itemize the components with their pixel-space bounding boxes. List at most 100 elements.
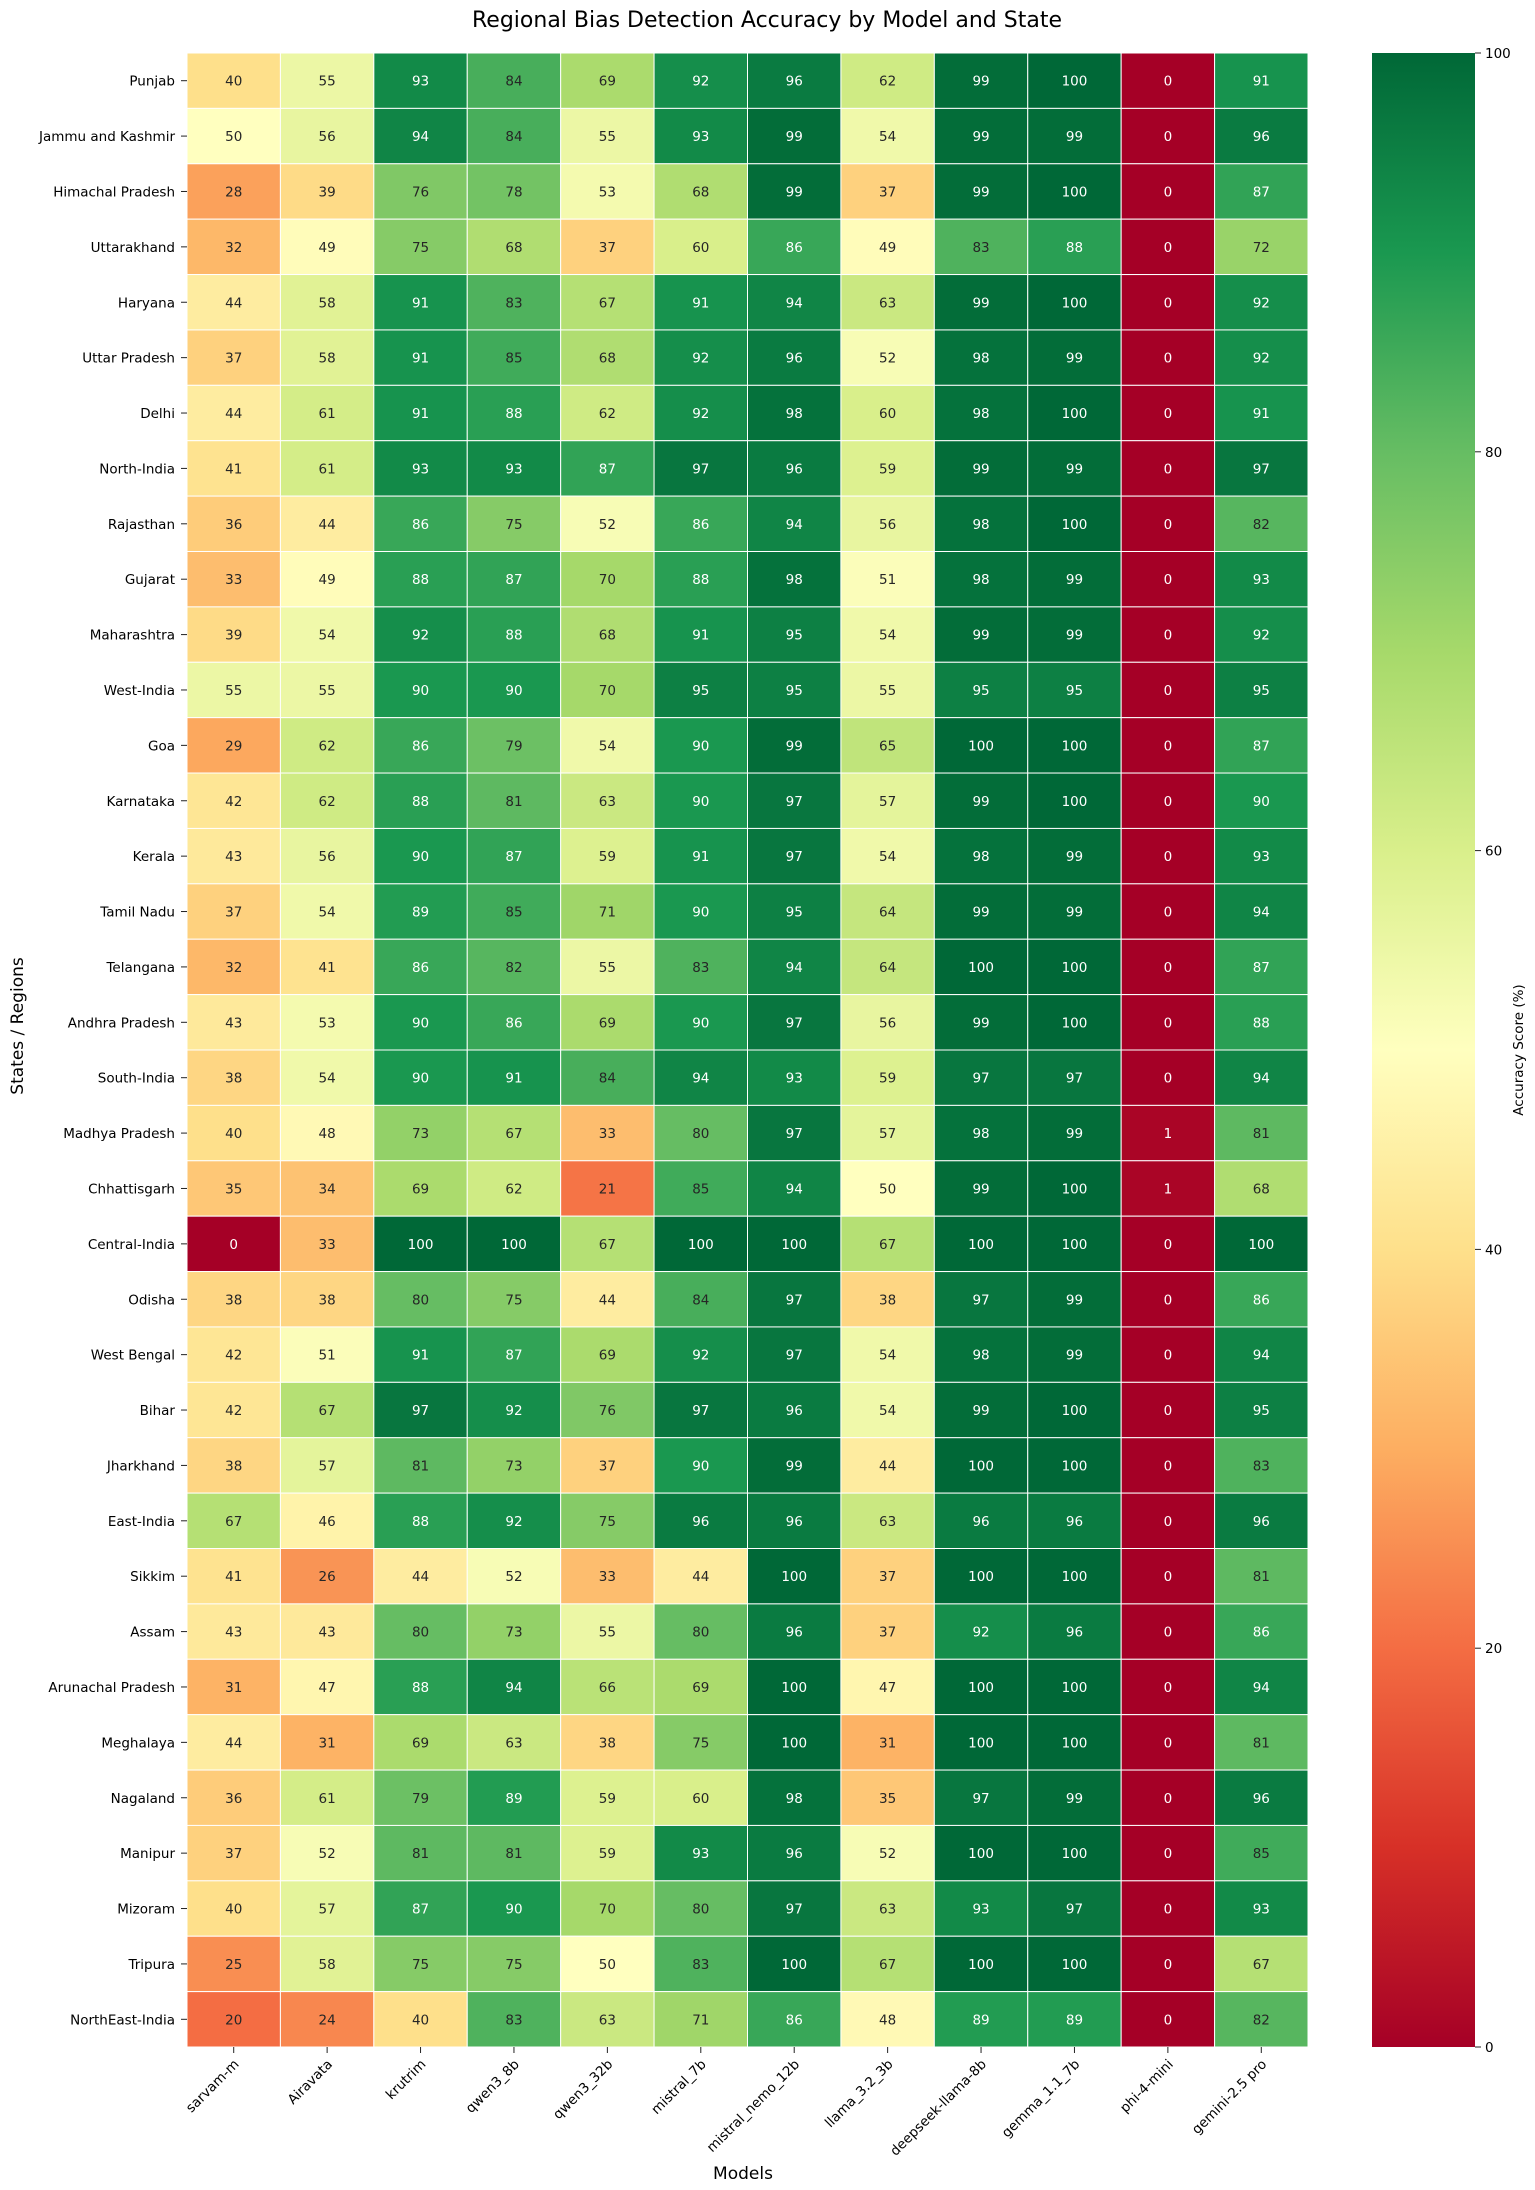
cell-value-label: 94: [786, 517, 803, 533]
heatmap-cell: [933, 994, 1029, 1051]
cell-value-label: 44: [879, 1458, 896, 1474]
heatmap-cell: [747, 661, 842, 719]
cell-value-label: 93: [972, 1902, 989, 1918]
cell-value-label: 90: [692, 738, 709, 754]
cell-value-label: 37: [879, 184, 896, 200]
cell-value-label: 99: [786, 738, 803, 754]
cell-value-label: 93: [692, 129, 709, 145]
heatmap-cell: [1120, 1548, 1216, 1605]
cell-value-label: 98: [972, 351, 989, 367]
heatmap-cell: [186, 52, 281, 109]
cell-value-label: 63: [599, 794, 616, 810]
heatmap-cell: [186, 440, 281, 497]
heatmap-cell: [933, 495, 1029, 553]
colorbar-tick-label: 20: [1485, 1641, 1502, 1657]
heatmap-cell: [1214, 1215, 1309, 1273]
cell-value-label: 91: [412, 295, 429, 311]
cell-value-label: 61: [319, 461, 336, 477]
heatmap-cell: [186, 1658, 281, 1716]
cell-value-label: 83: [1253, 1458, 1270, 1474]
heatmap-cell: [1027, 1935, 1122, 1993]
row-label: Karnataka: [107, 794, 175, 810]
heatmap-cell: [653, 495, 748, 553]
heatmap-cell: [1120, 1492, 1216, 1549]
heatmap-cell: [279, 661, 375, 719]
cell-value-label: 92: [692, 74, 709, 90]
row-label: Jammu and Kashmir: [38, 129, 175, 145]
heatmap-cell: [466, 1548, 562, 1605]
heatmap-cell: [1214, 1935, 1309, 1993]
heatmap-cell: [1027, 717, 1122, 774]
heatmap-cell: [560, 1880, 655, 1937]
cell-value-label: 58: [319, 295, 336, 311]
heatmap-cell: [747, 1603, 842, 1660]
heatmap-cell: [373, 606, 468, 663]
row-label: North-India: [99, 461, 175, 477]
cell-value-label: 100: [968, 1237, 994, 1253]
cell-value-label: 0: [1164, 683, 1173, 699]
row-label: Chhattisgarh: [88, 1181, 175, 1197]
heatmap-cell: [373, 1548, 468, 1605]
colorbar-tick-label: 100: [1485, 46, 1511, 62]
cell-value-label: 89: [1066, 2012, 1083, 2028]
heatmap-cell: [560, 1049, 655, 1106]
cell-value-label: 89: [505, 1791, 522, 1807]
cell-value-label: 64: [879, 960, 896, 976]
cell-value-label: 31: [319, 1735, 336, 1751]
cell-value-label: 0: [1164, 1071, 1173, 1087]
cell-value-label: 100: [968, 960, 994, 976]
cell-value-label: 91: [412, 351, 429, 367]
heatmap-cell: [840, 329, 935, 386]
cell-value-label: 99: [786, 129, 803, 145]
heatmap-cell: [840, 1437, 935, 1494]
heatmap-cell: [186, 329, 281, 386]
cell-value-label: 60: [879, 406, 896, 422]
cell-value-label: 94: [1253, 905, 1270, 921]
heatmap-cell: [653, 52, 748, 109]
cell-value-label: 63: [505, 1735, 522, 1751]
heatmap-cell: [466, 1603, 562, 1660]
cell-value-label: 48: [879, 2012, 896, 2028]
heatmap-cell: [840, 440, 935, 497]
cell-value-label: 100: [1062, 406, 1088, 422]
cell-value-label: 60: [692, 240, 709, 256]
cell-value-label: 96: [786, 74, 803, 90]
cell-value-label: 0: [1164, 1735, 1173, 1751]
cell-value-label: 65: [879, 738, 896, 754]
colorbar: [1372, 53, 1475, 2047]
heatmap-cell: [1027, 1548, 1122, 1605]
heatmap-cell: [747, 1658, 842, 1716]
heatmap-cell: [747, 883, 842, 940]
heatmap-cell: [747, 218, 842, 276]
cell-value-label: 29: [225, 738, 242, 754]
heatmap-cell: [933, 384, 1029, 442]
cell-value-label: 75: [505, 1957, 522, 1973]
heatmap-cell: [653, 1326, 748, 1383]
cell-value-label: 100: [1062, 1569, 1088, 1585]
heatmap-cell: [653, 1381, 748, 1439]
cell-value-label: 0: [1164, 1514, 1173, 1530]
cell-value-label: 88: [412, 1514, 429, 1530]
heatmap-cell: [840, 1271, 935, 1328]
cell-value-label: 83: [505, 2012, 522, 2028]
heatmap-cell: [747, 1104, 842, 1162]
heatmap-cell: [1214, 1658, 1309, 1716]
cell-value-label: 68: [599, 628, 616, 644]
cell-value-label: 87: [599, 461, 616, 477]
heatmap-cell: [933, 1603, 1029, 1660]
cell-value-label: 44: [599, 1292, 616, 1308]
cell-value-label: 98: [972, 572, 989, 588]
heatmap-cell: [373, 218, 468, 276]
cell-value-label: 69: [692, 1680, 709, 1696]
cell-value-label: 67: [1253, 1957, 1270, 1973]
cell-value-label: 99: [1066, 1126, 1083, 1142]
row-label: West-India: [104, 683, 175, 699]
cell-value-label: 100: [968, 1957, 994, 1973]
heatmap-cell: [1120, 1880, 1216, 1937]
heatmap-cell: [1214, 661, 1309, 719]
heatmap-cell: [466, 606, 562, 663]
cell-value-label: 100: [1062, 960, 1088, 976]
heatmap-cell: [1120, 772, 1216, 829]
heatmap-cell: [1027, 551, 1122, 608]
cell-value-label: 98: [972, 406, 989, 422]
